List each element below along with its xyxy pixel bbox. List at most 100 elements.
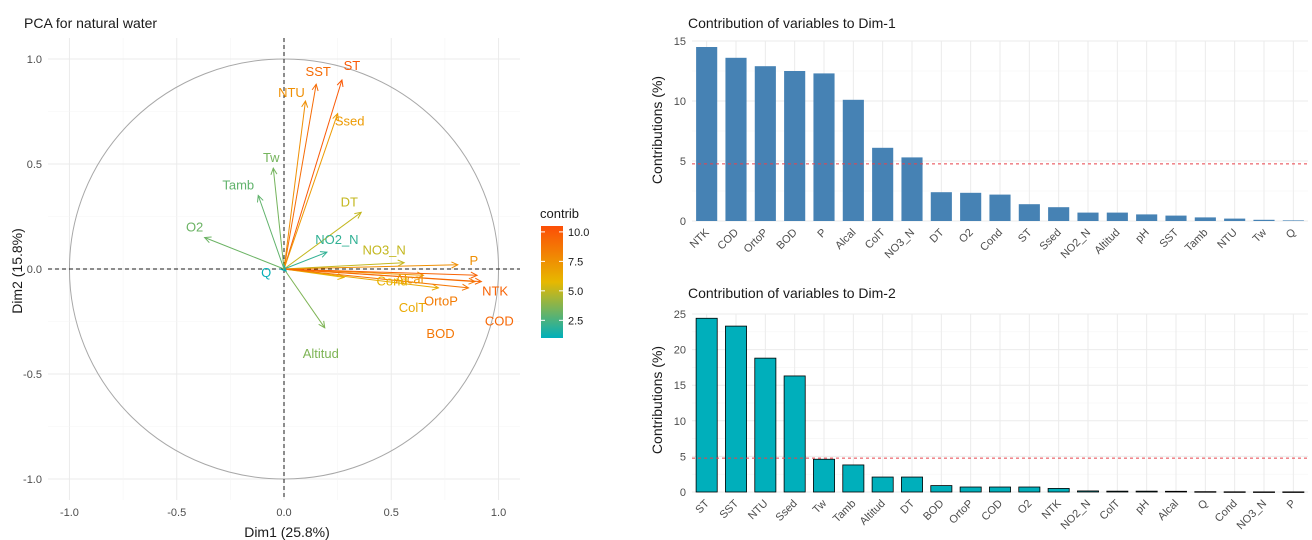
contrib-colorbar — [541, 226, 563, 338]
bar-xtick-label-NO3_N: NO3_N — [1235, 498, 1269, 532]
pca-xlabel: Dim1 (25.8%) — [244, 524, 330, 540]
bar-Tamb — [1194, 217, 1216, 221]
arrow-NTU — [283, 100, 306, 270]
bar-xtick-label-Tamb: Tamb — [831, 498, 859, 526]
pca-ytick-label: 1.0 — [27, 54, 42, 66]
arrow-label-P: P — [469, 253, 478, 268]
bar-ytick-label: 10 — [674, 416, 686, 428]
bar-xtick-label-Cond: Cond — [978, 227, 1005, 254]
arrowhead-BOD — [461, 283, 470, 291]
arrow-ST — [283, 79, 343, 270]
pca-xtick-label: 0.0 — [276, 507, 291, 519]
bar-xtick-label-NTU: NTU — [746, 498, 771, 523]
bar-P — [1282, 491, 1305, 493]
bar-xtick-label-Tamb: Tamb — [1183, 227, 1211, 255]
bar-Tamb — [842, 464, 865, 493]
bar-COD — [725, 57, 747, 221]
arrow-label-OrtoP: OrtoP — [424, 294, 458, 309]
bar-xtick-label-P: P — [815, 227, 829, 241]
bar-DT — [930, 192, 952, 221]
bar-xtick-label-Q: Q — [1284, 226, 1299, 241]
arrow-label-Alcal: Alcal — [395, 271, 423, 286]
pca-xtick-label: 1.0 — [491, 507, 506, 519]
arrow-label-Tw: Tw — [263, 150, 280, 165]
arrowhead-DT — [354, 211, 363, 219]
pca-ticks: -1.0 -0.5 0.0 0.5 1.0 1.0 0.5 0.0 -0.5 -1.0 — [23, 54, 506, 519]
arrow-label-Ssed: Ssed — [335, 114, 365, 129]
contrib-legend-title: contrib — [540, 206, 579, 221]
bar-NO3_N — [1253, 491, 1275, 493]
arrow-label-COD: COD — [485, 314, 514, 329]
bar-xtick-label-NO3_N: NO3_N — [883, 227, 917, 261]
bar-xtick-label-NO2_N: NO2_N — [1059, 227, 1093, 261]
dim2-plot-area: 0 5 10 15 20 25 ST SST NTU Ssed Tw Tamb Altitud DT BOD… — [674, 309, 1308, 532]
legend-tick-label: 10.0 — [568, 227, 589, 239]
arrowhead-SST — [311, 83, 319, 92]
bar-xtick-label-pH: pH — [1133, 498, 1151, 516]
bar-BOD — [784, 71, 806, 221]
bar-xtick-label-NO2_N: NO2_N — [1059, 498, 1093, 532]
bar-xtick-label-ColT: ColT — [1098, 497, 1123, 522]
arrowhead-Altitud — [318, 320, 326, 329]
arrowhead-P — [451, 261, 459, 269]
arrow-label-Tamb: Tamb — [222, 178, 254, 193]
bar-SST — [725, 325, 747, 493]
legend-tick-label: 7.5 — [568, 256, 583, 268]
bar-xtick-label-Cond: Cond — [1213, 498, 1240, 525]
bar-Altitud — [871, 476, 894, 493]
arrowhead-Q — [279, 264, 287, 272]
bar-SST — [1165, 215, 1187, 221]
pca-ytick-label: 0.5 — [27, 159, 42, 171]
arrowhead-Ssed — [332, 112, 339, 121]
arrow-NO3_N — [283, 262, 405, 270]
bar-xtick-label-pH: pH — [1133, 227, 1151, 245]
pca-xtick-label: 0.5 — [384, 507, 399, 519]
bar-NTU — [754, 357, 777, 493]
bar-xtick-label-DT: DT — [928, 226, 947, 245]
arrow-NTK — [283, 268, 478, 276]
arrow-SST — [283, 84, 317, 270]
bar-Ssed — [1048, 207, 1070, 221]
arrow-label-ST: ST — [344, 58, 361, 73]
arrow-O2 — [204, 237, 285, 270]
bar-Cond — [1223, 491, 1246, 493]
arrow-label-NTU: NTU — [278, 85, 305, 100]
bar-Alcal — [842, 99, 864, 221]
arrow-label-Cond: Cond — [377, 273, 408, 288]
bar-xtick-label-OrtoP: OrtoP — [742, 227, 771, 256]
bar-ST — [695, 317, 718, 493]
bar-pH — [1135, 490, 1158, 493]
bar-ytick-label: 10 — [674, 96, 686, 108]
bar-BOD — [930, 485, 953, 493]
arrowhead-NO3_N — [397, 259, 406, 267]
bar-Q — [1282, 220, 1304, 221]
arrowhead-NTK — [470, 271, 479, 279]
bar-ytick-label: 5 — [680, 451, 686, 463]
pca-arrows — [203, 78, 483, 329]
dim2-ylabel: Contributions (%) — [649, 346, 665, 454]
pca-title: PCA for natural water — [24, 15, 157, 31]
bar-xtick-label-ColT: ColT — [863, 226, 888, 251]
bar-NTU — [1224, 218, 1246, 221]
arrow-NO2_N — [283, 251, 328, 270]
arrow-Ssed — [283, 113, 339, 270]
bar-Cond — [989, 194, 1011, 221]
arrowhead-Tamb — [256, 194, 264, 203]
bar-O2 — [960, 192, 982, 221]
bar-xtick-label-ST: ST — [693, 497, 712, 516]
arrow-P — [283, 264, 458, 270]
bar-Tw — [813, 458, 835, 493]
arrowhead-COD — [474, 277, 483, 285]
arrowhead-NO2_N — [319, 251, 328, 258]
legend-tick-label: 5.0 — [568, 286, 583, 298]
bar-xtick-label-P: P — [1285, 498, 1299, 512]
contrib-legend-ticks: 10.0 7.5 5.0 2.5 — [541, 227, 589, 327]
bar-xtick-label-Altitud: Altitud — [1092, 227, 1122, 257]
contrib-legend: contrib 10.0 7.5 5.0 2.5 — [540, 206, 589, 338]
bar-NO3_N — [901, 157, 923, 221]
bar-xtick-label-NTK: NTK — [1040, 497, 1065, 522]
arrow-Tamb — [257, 195, 285, 270]
bar-ytick-label: 20 — [674, 345, 686, 357]
arrow-COD — [283, 268, 482, 283]
